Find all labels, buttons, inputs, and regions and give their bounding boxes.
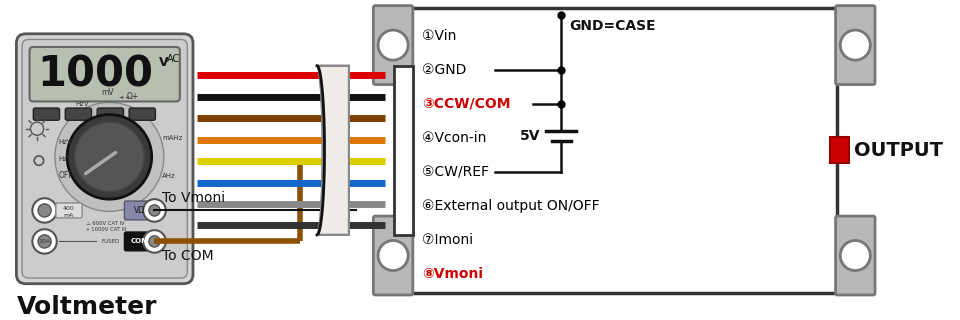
Text: VΩ: VΩ: [133, 206, 145, 215]
Circle shape: [149, 236, 160, 247]
Circle shape: [378, 30, 408, 60]
Circle shape: [840, 30, 871, 60]
Text: ⚠ 600V CAT IV: ⚠ 600V CAT IV: [86, 221, 125, 227]
Text: ⑥External output ON/OFF: ⑥External output ON/OFF: [422, 199, 600, 213]
Text: ◄ ◄: ◄ ◄: [119, 95, 129, 100]
Text: HzV: HzV: [75, 101, 88, 107]
Circle shape: [143, 230, 166, 253]
Text: ①Vin: ①Vin: [422, 29, 457, 43]
FancyBboxPatch shape: [22, 39, 187, 278]
Text: AHz: AHz: [162, 173, 176, 179]
FancyBboxPatch shape: [125, 232, 155, 251]
Text: OFF: OFF: [59, 171, 73, 180]
FancyBboxPatch shape: [835, 6, 875, 84]
FancyBboxPatch shape: [97, 108, 124, 120]
Circle shape: [38, 204, 51, 217]
Text: ②GND: ②GND: [422, 63, 467, 77]
Circle shape: [55, 102, 164, 212]
Circle shape: [378, 241, 408, 270]
Circle shape: [33, 198, 57, 223]
FancyBboxPatch shape: [373, 6, 413, 84]
Text: ⑦Imoni: ⑦Imoni: [422, 233, 473, 247]
Text: To Vmoni: To Vmoni: [162, 191, 226, 205]
FancyBboxPatch shape: [34, 108, 60, 120]
FancyBboxPatch shape: [373, 216, 413, 295]
Circle shape: [840, 241, 871, 270]
Polygon shape: [317, 66, 348, 235]
Text: V: V: [159, 56, 169, 69]
FancyBboxPatch shape: [125, 201, 155, 220]
FancyBboxPatch shape: [56, 203, 83, 218]
Text: FUSED: FUSED: [101, 239, 119, 244]
Circle shape: [143, 199, 166, 222]
Text: To COM: To COM: [162, 249, 214, 263]
Text: ④Vcon-in: ④Vcon-in: [422, 131, 487, 145]
FancyBboxPatch shape: [129, 108, 156, 120]
Circle shape: [75, 122, 144, 192]
Text: mA: mA: [63, 212, 74, 218]
Bar: [830, 137, 849, 164]
Text: Voltmeter: Voltmeter: [16, 295, 156, 319]
Text: mV: mV: [101, 88, 114, 97]
Text: 400: 400: [63, 206, 75, 211]
Text: 1000: 1000: [37, 53, 153, 95]
Text: ⑤CW/REF: ⑤CW/REF: [422, 165, 490, 179]
Circle shape: [149, 205, 160, 216]
Text: 10A: 10A: [38, 239, 51, 244]
Text: mAHz: mAHz: [162, 135, 182, 141]
Text: ⚡ 1000V CAT III: ⚡ 1000V CAT III: [85, 227, 126, 232]
Text: ⑧Vmoni: ⑧Vmoni: [422, 267, 483, 281]
Bar: [411, 7, 837, 293]
FancyBboxPatch shape: [30, 47, 180, 101]
Circle shape: [33, 229, 57, 254]
Text: HzV: HzV: [59, 139, 72, 145]
Text: GND=CASE: GND=CASE: [568, 19, 656, 33]
Text: 5V: 5V: [520, 129, 540, 143]
Text: HzV: HzV: [59, 156, 72, 162]
Text: ③CCW/COM: ③CCW/COM: [422, 97, 511, 111]
Text: COM: COM: [131, 238, 149, 244]
Text: AC: AC: [167, 54, 180, 65]
FancyBboxPatch shape: [65, 108, 91, 120]
Text: OUTPUT: OUTPUT: [854, 141, 944, 160]
FancyBboxPatch shape: [835, 216, 875, 295]
Circle shape: [38, 235, 51, 248]
Bar: [394, 66, 413, 235]
Circle shape: [67, 115, 152, 199]
FancyBboxPatch shape: [16, 34, 193, 284]
Text: Ω+: Ω+: [127, 92, 138, 100]
